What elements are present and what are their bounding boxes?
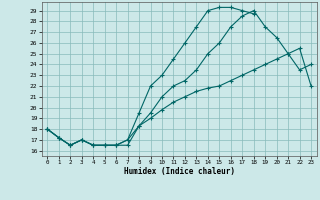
X-axis label: Humidex (Indice chaleur): Humidex (Indice chaleur): [124, 167, 235, 176]
